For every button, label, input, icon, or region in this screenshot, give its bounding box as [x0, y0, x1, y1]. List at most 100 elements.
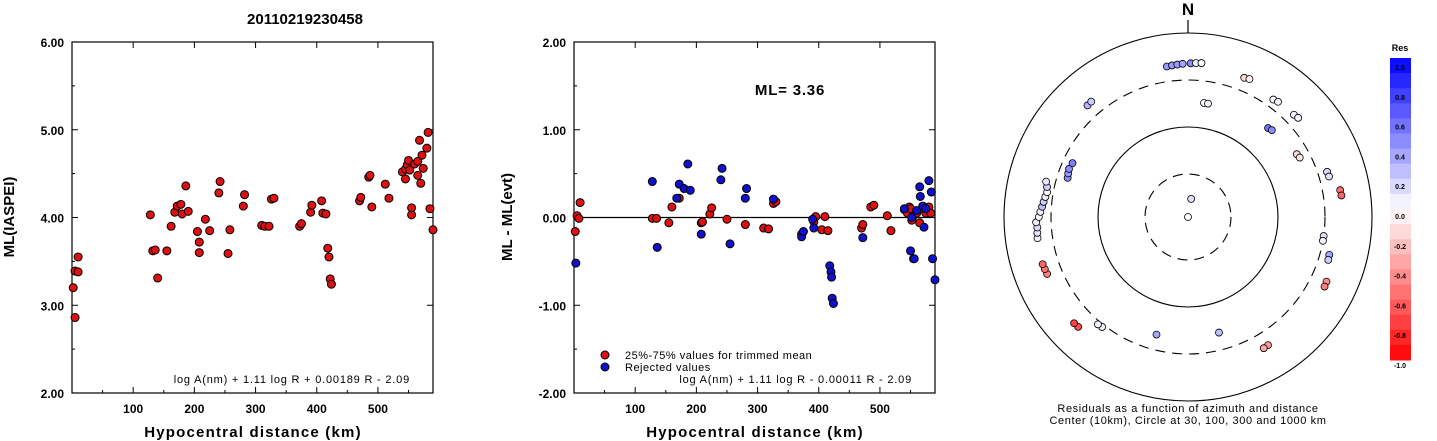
ml-iaspei-y-tick-label: 6.00 — [41, 36, 65, 50]
rejected-point — [696, 229, 706, 239]
colorbar-title: Res — [1392, 43, 1409, 53]
rejected-point — [647, 177, 657, 187]
ml-iaspei-point — [405, 165, 415, 175]
ml-iaspei-point — [269, 193, 279, 203]
ml-iaspei-point — [240, 190, 250, 200]
ml-residual-y-tick-label: 2.00 — [543, 36, 567, 50]
ml-iaspei-point — [384, 193, 394, 203]
legend-marker-trimmed — [600, 350, 610, 360]
ml-iaspei-point — [238, 201, 248, 211]
polar-caption-2: Center (10km), Circle at 30, 100, 300 an… — [1049, 415, 1326, 427]
ml-iaspei-point — [214, 188, 224, 198]
ml-iaspei-point — [194, 237, 204, 247]
colorbar-label: 0.2 — [1395, 184, 1405, 191]
ring-30km — [1144, 173, 1232, 261]
ml-residual-x-tick-label: 200 — [686, 402, 706, 416]
station-residual-point — [1178, 59, 1187, 68]
ml-iaspei-points — [68, 127, 438, 323]
station-residual-point — [1325, 172, 1333, 181]
station-residual-point — [1184, 213, 1192, 221]
polar-caption-1: Residuals as a function of azimuth and d… — [1057, 403, 1318, 415]
colorbar-cell — [1390, 224, 1411, 240]
ring-100km — [1097, 126, 1279, 308]
trimmed-point — [697, 217, 707, 227]
station-residual-point — [1042, 177, 1051, 186]
colorbar-label: 0.6 — [1395, 125, 1405, 132]
trimmed-point — [652, 213, 662, 223]
ml-iaspei-x-tick-label: 200 — [184, 402, 204, 416]
ml-residual-y-tick-label: -1.00 — [539, 299, 567, 313]
colorbar-cell — [1390, 148, 1411, 165]
colorbar-cell — [1390, 254, 1411, 270]
ml-iaspei-x-tick-label: 300 — [246, 402, 266, 416]
ml-iaspei-point — [323, 243, 333, 253]
ml-iaspei-point — [192, 227, 202, 237]
ml-iaspei-point — [200, 214, 210, 224]
ml-iaspei-point — [416, 178, 426, 188]
rejected-point — [685, 185, 695, 195]
ml-residual-points — [570, 159, 940, 308]
ml-iaspei-point — [367, 202, 377, 212]
rejected-point — [858, 233, 868, 243]
colorbar-cell — [1390, 314, 1411, 331]
rejected-point — [725, 239, 735, 249]
ml-iaspei-point — [194, 248, 204, 258]
ml-iaspei-point — [413, 156, 423, 166]
ml-iaspei-point — [166, 221, 176, 231]
ml-iaspei-point — [264, 221, 274, 231]
colorbar-cell — [1390, 209, 1411, 225]
trimmed-point — [858, 220, 868, 230]
residual-colorbar: Res 1.0 0.8 0.6 0.4 0.2 0.0 -0.2 -0.4 -0.6 -0.8 -1… — [1390, 43, 1411, 370]
ml-iaspei-point — [153, 273, 163, 283]
ml-iaspei-point — [407, 203, 417, 213]
ml-iaspei-point — [324, 252, 334, 262]
trimmed-point — [764, 224, 774, 234]
legend-marker-rejected — [600, 362, 610, 372]
trimmed-point — [664, 218, 674, 228]
colorbar-cell — [1390, 88, 1411, 104]
colorbar-cell — [1390, 178, 1411, 195]
ml-iaspei-ylabel: ML(IASPEI) — [1, 177, 18, 258]
station-residual-point — [1337, 191, 1346, 200]
ml-iaspei-point — [417, 150, 427, 160]
ml-residual-y-tick-label: 1.00 — [543, 124, 567, 138]
station-residual-point — [1245, 75, 1254, 83]
ml-residual-ticks: 100 200 300 400 500 -2.00 -1.00 0.00 1.00 2.00 — [539, 36, 935, 416]
colorbar-cell — [1390, 299, 1411, 316]
ml-residual-panel: ML - ML(evt) Hypocentral distance (km) M… — [499, 36, 940, 441]
ml-residual-xlabel: Hypocentral distance (km) — [646, 424, 864, 441]
ml-iaspei-point — [425, 204, 435, 214]
rejected-point — [915, 191, 925, 201]
colorbar-cell — [1390, 133, 1411, 150]
colorbar-label: 0.4 — [1395, 154, 1405, 161]
ml-iaspei-point — [415, 135, 425, 145]
ml-iaspei-y-tick-label: 3.00 — [41, 299, 65, 313]
trimmed-point — [882, 211, 892, 221]
ml-residual-x-tick-label: 300 — [748, 402, 768, 416]
azimuth-residual-panel: N Residuals as a function of azimuth and… — [1003, 0, 1373, 427]
ml-iaspei-point — [73, 252, 83, 262]
ml-residual-ylabel: ML - ML(evt) — [499, 173, 516, 261]
ml-iaspei-point — [176, 199, 186, 209]
colorbar-label: -0.6 — [1394, 303, 1406, 310]
ml-residual-formula: log A(nm) + 1.11 log R - 0.00011 R - 2.0… — [679, 374, 912, 386]
legend-label-trimmed: 25%-75% values for trimmed mean — [625, 350, 812, 362]
colorbar-label: 0.0 — [1395, 214, 1405, 221]
rejected-point — [928, 254, 938, 264]
station-residual-point — [1294, 113, 1303, 122]
station-residual-point — [1204, 99, 1212, 108]
azimuth-residual-points — [1032, 59, 1346, 353]
ml-iaspei-point — [225, 225, 235, 235]
ml-iaspei-point — [317, 196, 327, 206]
colorbar-cell — [1390, 58, 1411, 74]
station-residual-point — [1038, 260, 1047, 269]
station-residual-point — [1295, 153, 1304, 162]
ml-iaspei-point — [205, 226, 215, 236]
trimmed-point — [570, 227, 580, 237]
legend: 25%-75% values for trimmed mean Rejected… — [600, 350, 812, 374]
rejected-point — [672, 193, 682, 203]
colorbar-cell — [1390, 269, 1411, 285]
station-residual-point — [1259, 344, 1268, 353]
rejected-point — [683, 159, 693, 169]
